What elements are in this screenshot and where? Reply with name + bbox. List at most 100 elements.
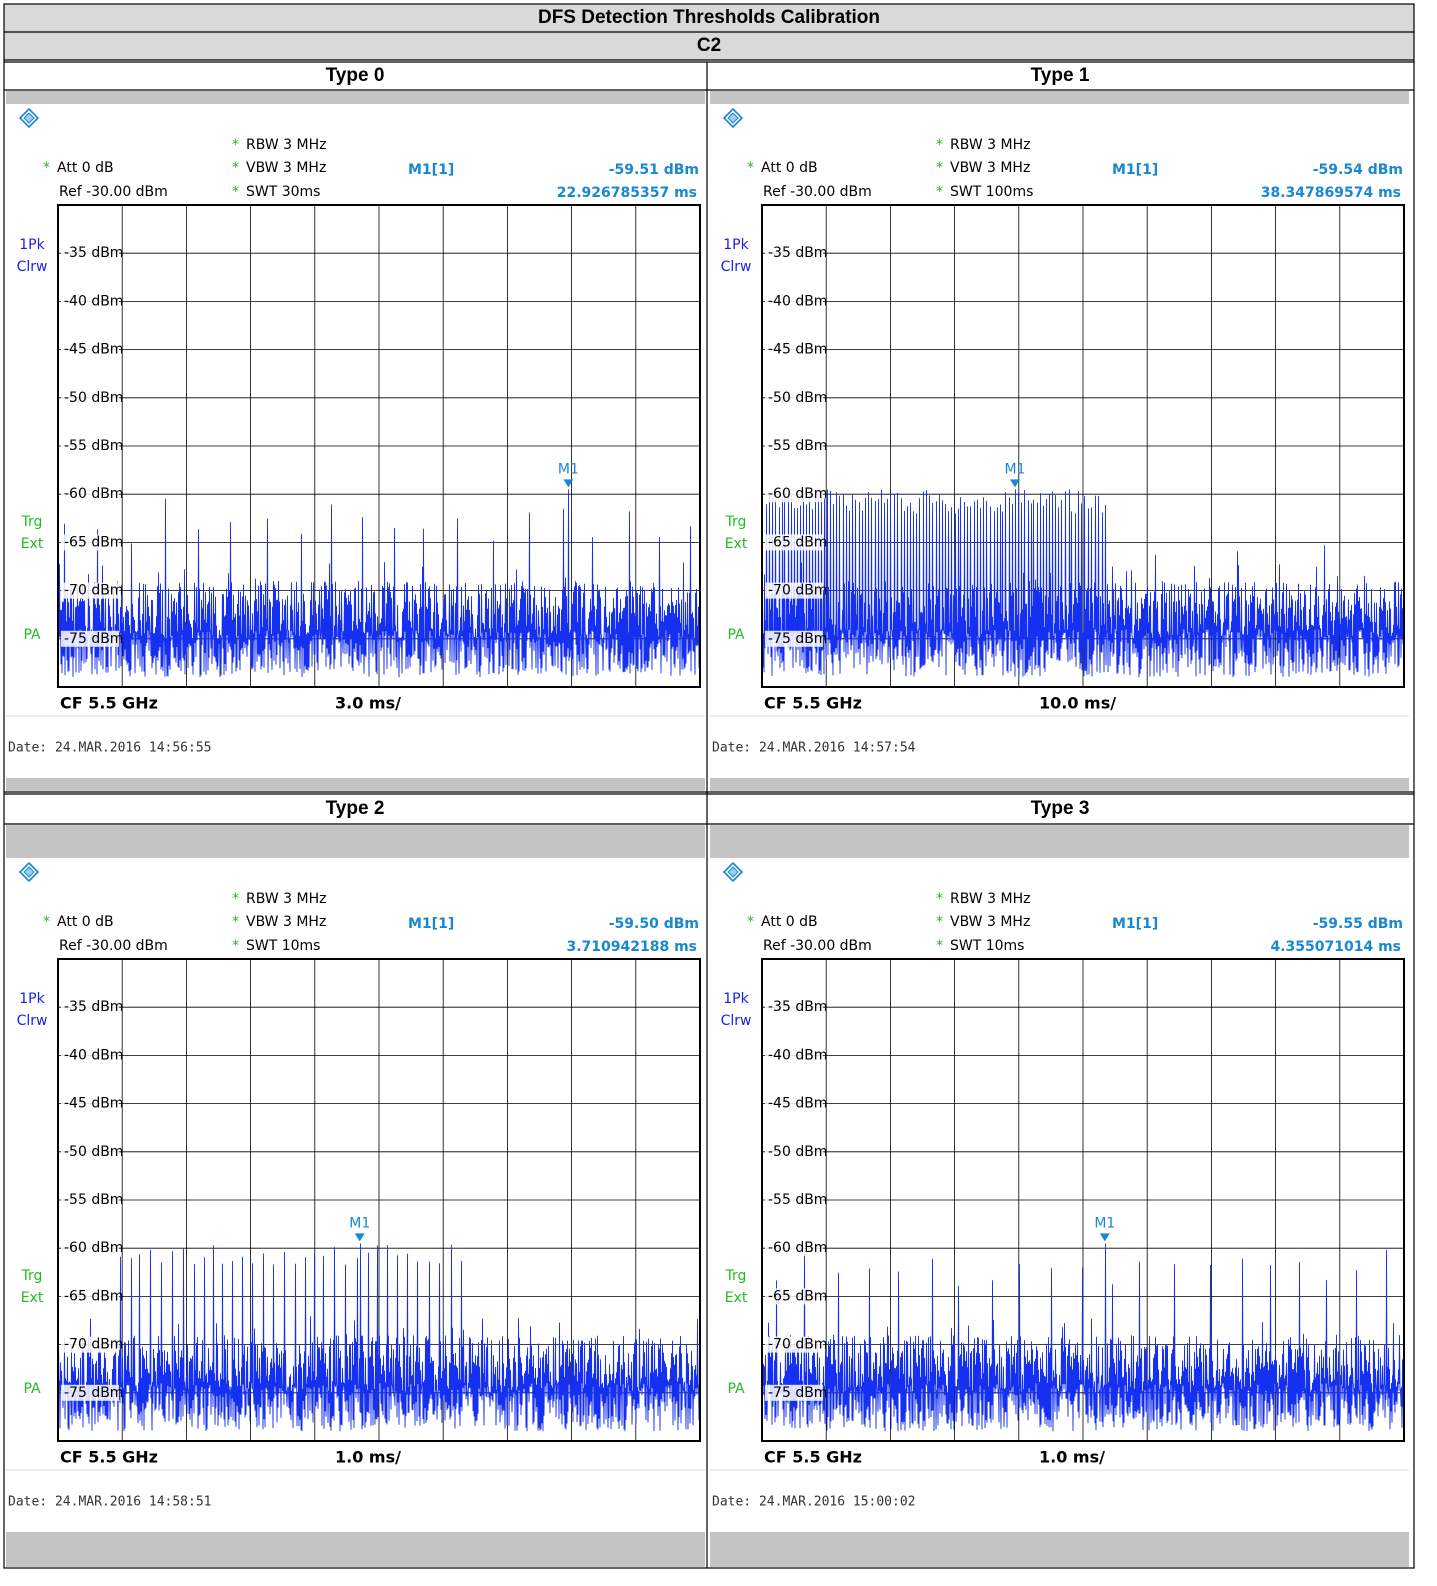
marker-name: M1: [1004, 461, 1025, 477]
y-label: -50 dBm: [768, 1144, 827, 1160]
rbw: RBW 3 MHz: [246, 891, 326, 907]
ref: Ref -30.00 dBm: [59, 938, 168, 954]
marker-id: M1[1]: [1112, 916, 1158, 932]
trigger: Trg: [21, 514, 43, 530]
trace: [57, 489, 701, 678]
marker: [563, 479, 574, 488]
marker-name: M1: [349, 1215, 370, 1231]
logo-inner: [23, 866, 35, 878]
flag: *: [43, 914, 50, 930]
label-bg: [765, 1143, 823, 1160]
trigger: Ext: [725, 1290, 748, 1306]
flag: *: [936, 891, 943, 907]
y-label: -35 dBm: [64, 999, 123, 1015]
plot-frame: [761, 204, 1405, 688]
marker-name: M1: [1094, 1215, 1115, 1231]
marker-id: M1[1]: [408, 162, 454, 178]
y-label: -70 dBm: [64, 1337, 123, 1353]
y-label: -70 dBm: [768, 583, 827, 599]
label-bg: [765, 486, 823, 503]
label-bg: [61, 245, 119, 262]
preamp: PA: [23, 627, 41, 643]
y-label: -75 dBm: [64, 631, 123, 647]
swt: SWT 10ms: [246, 938, 320, 954]
trace-mode: Clrw: [17, 259, 48, 275]
trace-mode: 1Pk: [19, 237, 45, 253]
label-bg: [61, 1240, 119, 1257]
logo-inner: [727, 866, 739, 878]
flag: *: [232, 891, 239, 907]
label-bg: [61, 1384, 119, 1401]
marker: [354, 1233, 365, 1242]
y-label: -50 dBm: [64, 1144, 123, 1160]
label-bg: [61, 630, 119, 647]
label-bg: [61, 1336, 119, 1353]
y-label: -70 dBm: [64, 583, 123, 599]
flag: *: [43, 160, 50, 176]
marker-time: 38.347869574 ms: [1261, 185, 1401, 201]
flag: *: [232, 137, 239, 153]
att: Att 0 dB: [761, 160, 818, 176]
att: Att 0 dB: [761, 914, 818, 930]
label-bg: [61, 1192, 119, 1208]
label-bg: [765, 1192, 823, 1208]
swt: SWT 30ms: [246, 184, 320, 200]
flag: *: [936, 137, 943, 153]
preamp: PA: [23, 1381, 41, 1397]
y-label: -55 dBm: [768, 438, 827, 454]
y-label: -60 dBm: [768, 486, 827, 502]
label-bg: [61, 341, 119, 358]
y-label: -40 dBm: [768, 1047, 827, 1063]
logo-inner: [727, 112, 739, 124]
plot-frame: [761, 958, 1405, 1442]
date: Date: 24.MAR.2016 15:00:02: [712, 1495, 916, 1510]
label-bg: [765, 582, 823, 599]
screen-content: * RBW 3 MHz * Att 0 dB * VBW 3 MHz M1[1] -59.54…: [710, 107, 1409, 756]
trigger: Ext: [21, 1290, 44, 1306]
y-label: -35 dBm: [64, 245, 123, 261]
center-freq: CF 5.5 GHz: [60, 1448, 158, 1467]
panel-label: Type 2: [326, 798, 385, 819]
trigger: Trg: [725, 514, 747, 530]
logo-inner: [23, 112, 35, 124]
span: 1.0 ms/: [1039, 1448, 1105, 1467]
label-bg: [765, 1336, 823, 1353]
panel-label: Type 0: [326, 65, 385, 86]
span: 3.0 ms/: [335, 694, 401, 713]
trace-mode: 1Pk: [19, 991, 45, 1007]
label-bg: [61, 389, 119, 406]
date: Date: 24.MAR.2016 14:57:54: [712, 741, 916, 756]
y-label: -55 dBm: [64, 438, 123, 454]
y-label: -65 dBm: [64, 1288, 123, 1304]
label-bg: [765, 534, 823, 551]
label-bg: [765, 1095, 823, 1112]
y-label: -65 dBm: [768, 1288, 827, 1304]
label-bg: [765, 341, 823, 358]
flag: *: [936, 938, 943, 954]
y-label: -55 dBm: [64, 1192, 123, 1208]
flag: *: [232, 914, 239, 930]
y-label: -45 dBm: [768, 342, 827, 358]
screen-content: * RBW 3 MHz * Att 0 dB * VBW 3 MHz M1[1] -59.55…: [710, 861, 1409, 1510]
trigger: Trg: [21, 1268, 43, 1284]
ref: Ref -30.00 dBm: [763, 938, 872, 954]
marker-level: -59.50 dBm: [609, 916, 699, 932]
label-bg: [61, 438, 119, 454]
y-label: -65 dBm: [64, 534, 123, 550]
label-bg: [61, 1288, 119, 1305]
trigger: Trg: [725, 1268, 747, 1284]
ref: Ref -30.00 dBm: [763, 184, 872, 200]
trace-mode: Clrw: [721, 259, 752, 275]
y-label: -45 dBm: [64, 1096, 123, 1112]
swt: SWT 10ms: [950, 938, 1024, 954]
marker-level: -59.54 dBm: [1313, 162, 1403, 178]
y-label: -70 dBm: [768, 1337, 827, 1353]
marker: [1009, 479, 1020, 488]
y-label: -35 dBm: [768, 999, 827, 1015]
y-label: -75 dBm: [768, 631, 827, 647]
swt: SWT 100ms: [950, 184, 1033, 200]
trigger: Ext: [725, 536, 748, 552]
label-bg: [765, 293, 823, 310]
label-bg: [61, 1047, 119, 1064]
